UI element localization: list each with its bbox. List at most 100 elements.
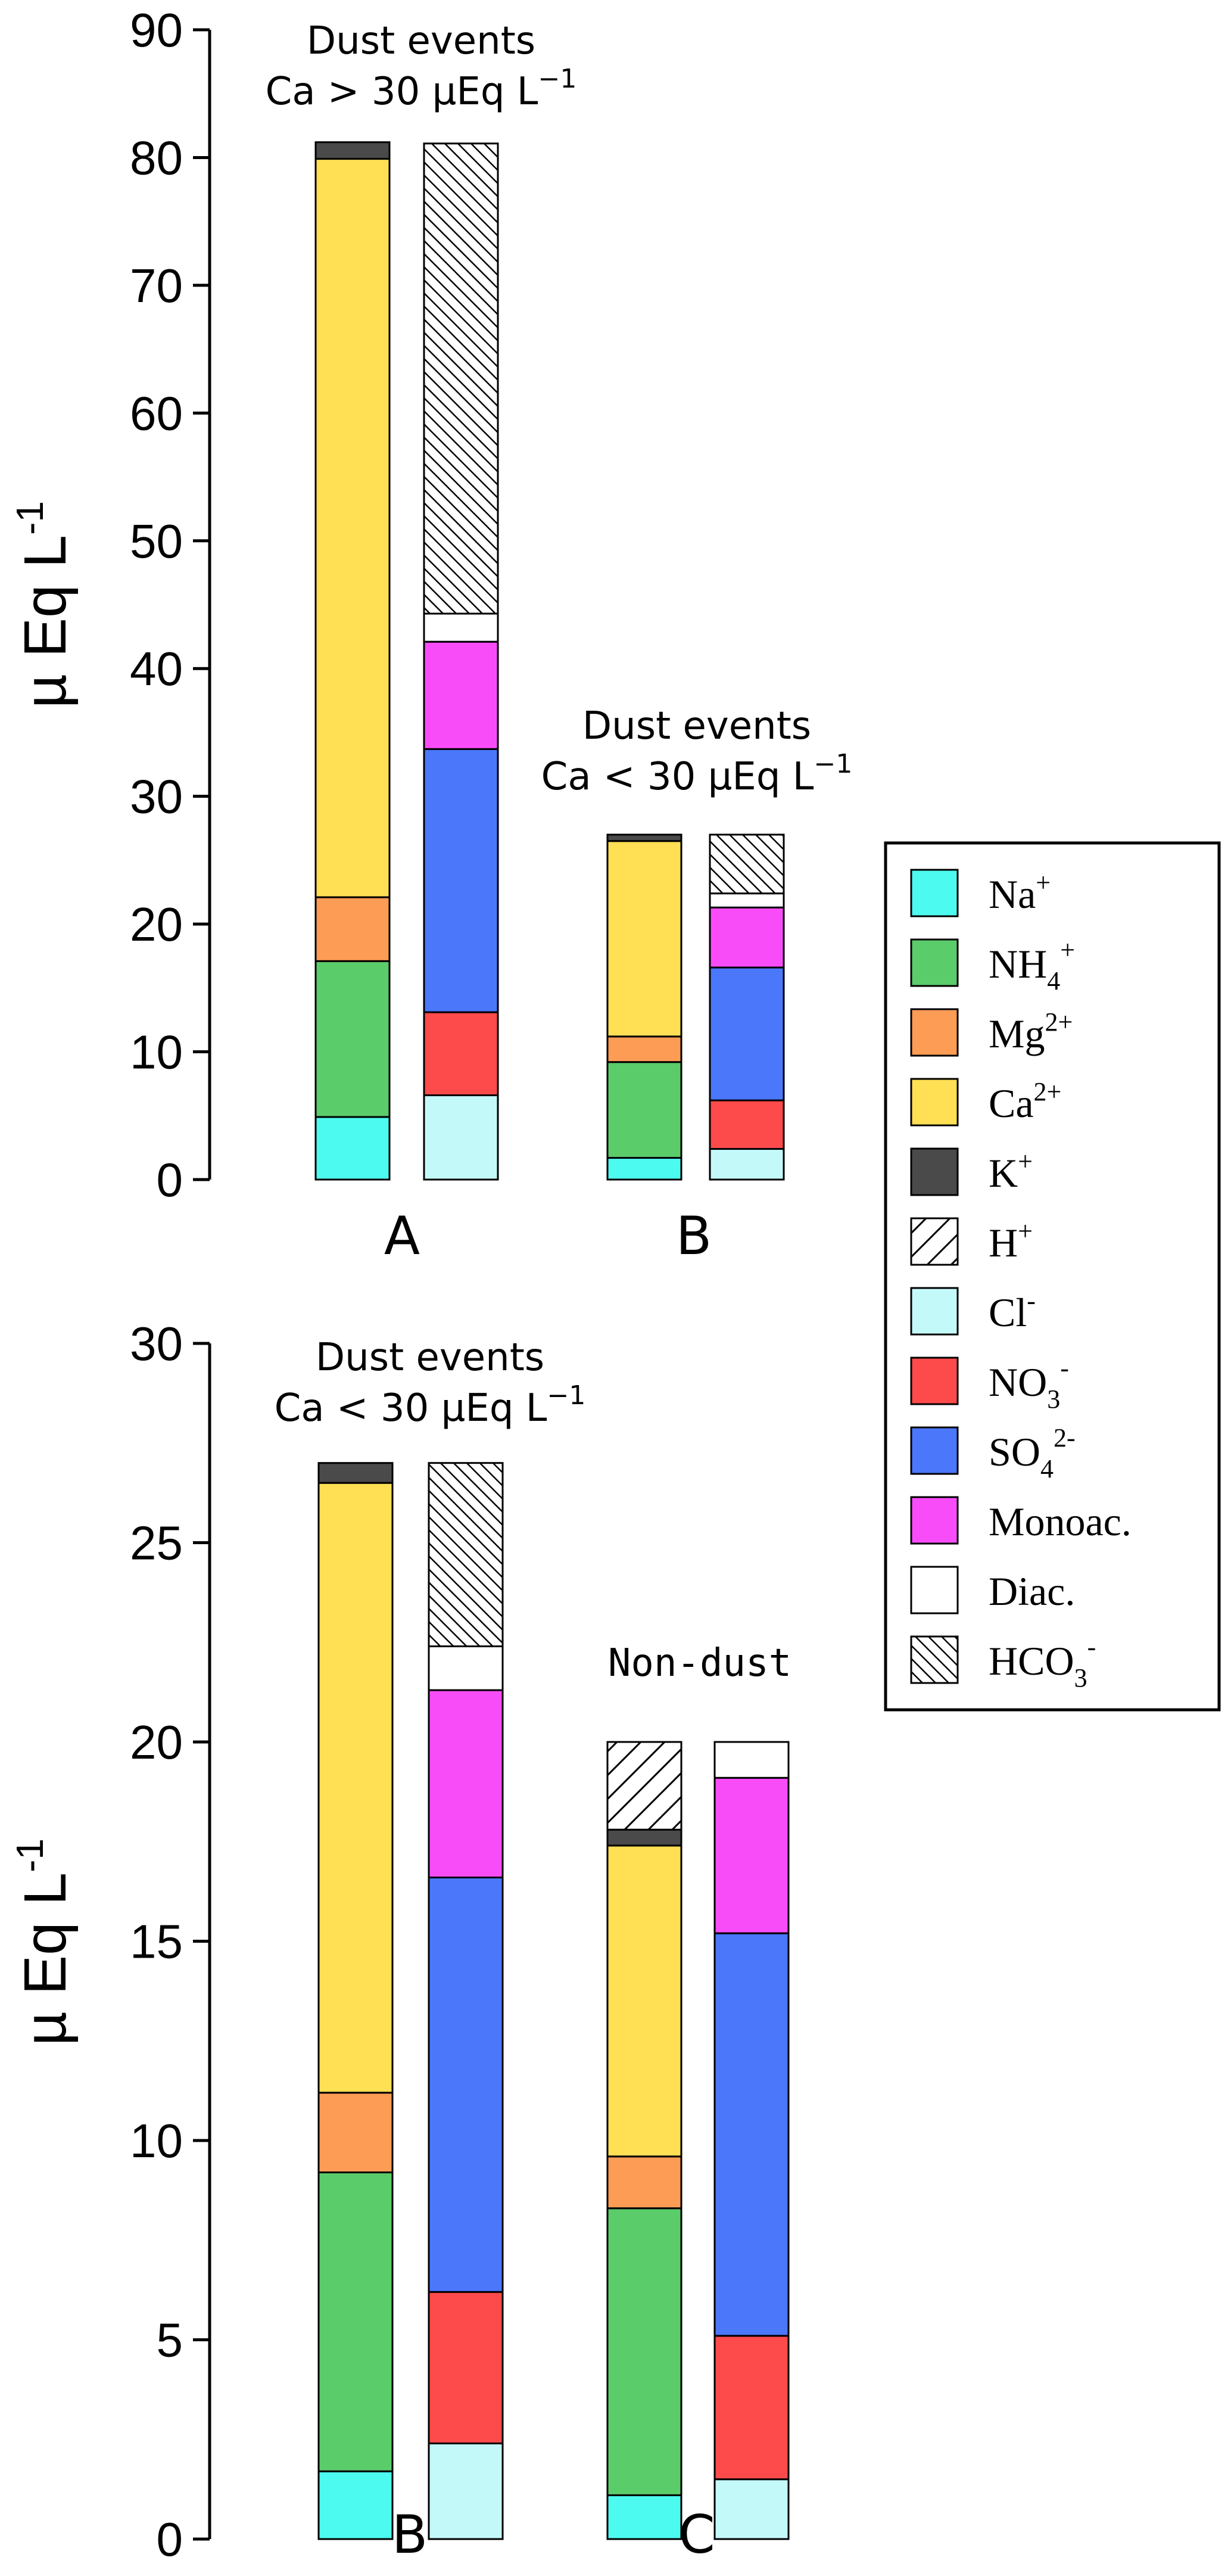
bar-segment-b-anions-diac [428, 1645, 504, 1691]
chart-annotation: Ca > 30 µEq L−1 [266, 64, 577, 114]
bar-segment-b-anions-hco3 [709, 833, 785, 895]
bar-segment-b-anions-no3 [709, 1099, 785, 1150]
legend-label-diac: Diac. [989, 1569, 1075, 1614]
legend-label-mg2: Mg2+ [989, 1007, 1073, 1056]
bar-segment-c-anions-so42 [713, 1932, 790, 2337]
y-tick-label: 50 [130, 515, 183, 568]
legend: Na+ NH4+ Mg2+ Ca2+ K+ H+ Cl- NO3- SO42- Monoac. Di… [884, 841, 1221, 1712]
bar-segment-b-anions-no3 [428, 2291, 504, 2444]
chart-annotation: Ca < 30 µEq L−1 [541, 749, 853, 799]
bar-segment-c-cations-na [606, 2494, 682, 2540]
bar-segment-b-cations-mg2 [606, 1035, 682, 1063]
legend-swatch-mg2 [910, 1008, 959, 1057]
legend-frame [884, 841, 1221, 1712]
legend-label-nh4: NH4+ [989, 935, 1075, 995]
category-label: B [676, 1205, 712, 1267]
bar-segment-b-cations-ca2 [317, 1482, 394, 2094]
bar-segment-b-cations-nh4 [317, 2171, 394, 2472]
bar-segment-c-anions-no3 [713, 2335, 790, 2481]
legend-label-monoac: Monoac. [989, 1499, 1132, 1544]
bar-segment-a-anions-cl [423, 1094, 499, 1181]
legend-label-hco3: HCO3- [989, 1632, 1096, 1693]
bar-segment-a-anions-so42 [423, 748, 499, 1013]
bar-segment-b-cations-k [317, 1462, 394, 1484]
y-axis-label: µ Eq L-1 [8, 1838, 79, 2046]
y-tick-label: 30 [130, 1317, 183, 1370]
legend-swatch-k [910, 1147, 959, 1196]
y-tick-label: 20 [130, 898, 183, 951]
bar-segment-b-cations-na [317, 2470, 394, 2540]
bar-segment-b-anions-diac [709, 892, 785, 909]
category-label: C [678, 2504, 715, 2565]
bar-segment-c-cations-ca2 [606, 1844, 682, 2158]
bar-segment-c-cations-nh4 [606, 2207, 682, 2496]
legend-label-ca2: Ca2+ [989, 1077, 1061, 1126]
bar-segment-b-anions-cl [709, 1148, 785, 1181]
bar-segment-b-cations-k [606, 833, 682, 842]
y-tick-label: 80 [130, 131, 183, 184]
y-tick-label: 10 [130, 1026, 183, 1079]
legend-swatch-so42 [910, 1426, 959, 1475]
y-tick-label: 40 [130, 642, 183, 695]
bar-segment-b-cations-nh4 [606, 1061, 682, 1159]
bar-segment-c-anions-diac [713, 1741, 790, 1779]
legend-swatch-ca2 [910, 1078, 959, 1127]
legend-swatch-na [910, 869, 959, 917]
legend-swatch-nh4 [910, 938, 959, 987]
legend-swatch-no3 [910, 1357, 959, 1405]
bar-segment-c-cations-k [606, 1828, 682, 1847]
bar-segment-a-anions-hco3 [423, 142, 499, 615]
legend-swatch-monoac [910, 1496, 959, 1545]
bar-segment-a-anions-monoac [423, 640, 499, 750]
y-tick-label: 20 [130, 1716, 183, 1769]
bar-segment-a-cations-mg2 [314, 896, 391, 962]
bar-segment-b-cations-mg2 [317, 2092, 394, 2174]
legend-swatch-diac [910, 1566, 959, 1614]
bar-segment-b-anions-so42 [428, 1876, 504, 2293]
y-tick-label: 25 [130, 1517, 183, 1570]
bar-segment-c-cations-h [606, 1741, 682, 1831]
legend-label-no3: NO3- [989, 1354, 1069, 1414]
legend-label-k: K+ [989, 1147, 1033, 1196]
y-tick-label: 30 [130, 770, 183, 823]
y-tick-label: 0 [157, 2513, 183, 2566]
bar-segment-a-cations-k [314, 141, 391, 160]
bar-segment-a-cations-ca2 [314, 158, 391, 898]
bar-segment-b-anions-monoac [428, 1689, 504, 1878]
legend-label-na: Na+ [989, 868, 1051, 917]
legend-label-so42: SO42- [989, 1423, 1076, 1483]
bar-segment-c-cations-mg2 [606, 2155, 682, 2210]
bar-segment-b-anions-hco3 [428, 1462, 504, 1647]
bar-segment-b-anions-monoac [709, 906, 785, 969]
chart-annotation: Ca < 30 µEq L−1 [275, 1380, 586, 1430]
bar-segment-b-anions-cl [428, 2442, 504, 2540]
chart-annotation: Dust events [307, 19, 535, 63]
y-axis-label: µ Eq L-1 [8, 501, 79, 708]
y-tick-label: 0 [157, 1153, 183, 1206]
bar-segment-a-cations-nh4 [314, 960, 391, 1118]
legend-label-h: H+ [989, 1217, 1033, 1265]
y-tick-label: 5 [157, 2314, 183, 2367]
category-label: B [392, 2504, 428, 2565]
bar-segment-c-anions-cl [713, 2478, 790, 2540]
y-tick-label: 10 [130, 2114, 183, 2167]
bar-segment-a-anions-no3 [423, 1011, 499, 1096]
bar-segment-a-cations-na [314, 1116, 391, 1181]
y-tick-label: 70 [130, 259, 183, 312]
category-label: A [384, 1205, 420, 1267]
bar-segment-b-cations-ca2 [606, 840, 682, 1038]
legend-swatch-h [910, 1217, 959, 1266]
bar-segment-b-anions-so42 [709, 966, 785, 1102]
chart-annotation: Non-dust [608, 1641, 791, 1685]
bar-segment-b-cations-na [606, 1157, 682, 1181]
legend-swatch-cl [910, 1287, 959, 1336]
y-tick-label: 90 [130, 4, 183, 57]
legend-label-cl: Cl- [989, 1286, 1036, 1335]
legend-swatch-hco3 [910, 1635, 959, 1684]
bar-segment-a-anions-diac [423, 612, 499, 643]
bar-segment-c-anions-monoac [713, 1777, 790, 1934]
chart-annotation: Dust events [582, 704, 811, 748]
chart-annotation: Dust events [316, 1336, 544, 1380]
